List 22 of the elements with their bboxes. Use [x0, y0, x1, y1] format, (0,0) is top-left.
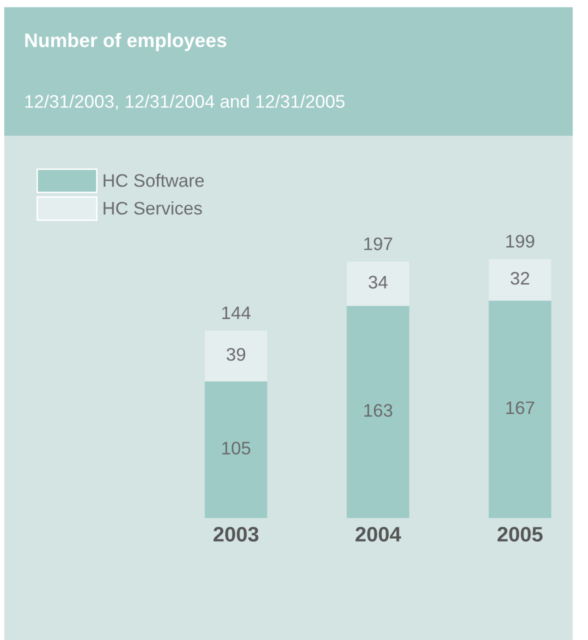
- data-label: 105: [222, 442, 250, 455]
- x-tick-label: 2003: [214, 526, 258, 542]
- legend-label: HC Services: [104, 201, 202, 215]
- chart-title: Number of employees: [25, 32, 226, 52]
- legend-label: HC Software: [104, 174, 204, 187]
- total-label: 199: [506, 234, 534, 248]
- data-label: 34: [368, 276, 388, 289]
- chart-subtitle: 12/31/2003, 12/31/2004 and 12/31/2005: [25, 94, 345, 110]
- bar: [488, 300, 552, 518]
- bar: [488, 259, 552, 301]
- bar: [346, 262, 410, 306]
- bar: [204, 330, 268, 382]
- data-label: 32: [510, 272, 530, 285]
- x-tick-label: 2005: [498, 526, 543, 542]
- data-label: 39: [226, 348, 246, 361]
- x-tick-label: 2004: [356, 526, 402, 542]
- total-label: 197: [364, 237, 392, 250]
- data-label: 167: [506, 401, 534, 414]
- bar: [204, 381, 268, 518]
- total-label: 144: [222, 306, 251, 320]
- bar: [346, 306, 410, 518]
- data-label: 163: [364, 404, 392, 417]
